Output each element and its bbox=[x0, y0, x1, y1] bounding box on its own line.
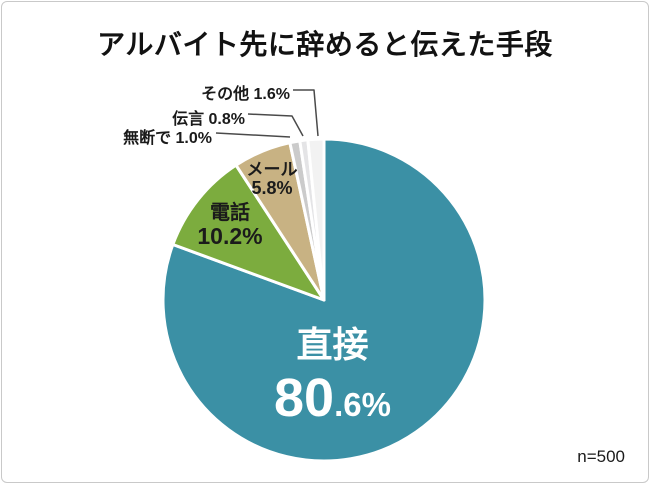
callout-label-mudan: 無断で 1.0% bbox=[123, 130, 212, 147]
leader-lines bbox=[215, 89, 319, 138]
slice-label-denwa-name: 電話 bbox=[210, 202, 250, 224]
slice-label-chokusetsu-pct: 80.6% bbox=[240, 370, 425, 433]
pie-slice-sonota bbox=[306, 137, 326, 302]
leader-line-mudan bbox=[215, 132, 291, 138]
callout-label-sonota: その他 1.6% bbox=[201, 86, 290, 103]
slice-label-chokusetsu-pct-big: 80 bbox=[274, 368, 335, 428]
slice-label-chokusetsu-name: 直接 bbox=[296, 324, 369, 365]
leader-line-dengon bbox=[247, 113, 304, 137]
leader-line-sonota bbox=[293, 89, 319, 137]
pie-slices bbox=[161, 137, 487, 463]
slice-label-chokusetsu-pct-small: .6% bbox=[334, 386, 391, 423]
slice-label-denwa-pct: 10.2% bbox=[197, 223, 263, 249]
pie-slice-denwa bbox=[171, 163, 326, 302]
slice-label-chokusetsu: 直接 80.6% bbox=[240, 324, 425, 433]
callout-label-dengon: 伝言 0.8% bbox=[172, 111, 245, 128]
slice-label-mail-name: メール bbox=[246, 160, 298, 179]
slice-label-denwa: 電話 10.2% bbox=[188, 202, 272, 248]
slice-label-mail-pct: 5.8% bbox=[251, 178, 293, 198]
sample-size-label: n=500 bbox=[577, 447, 625, 466]
chart-title: アルバイト先に辞めると伝えた手段 bbox=[97, 29, 553, 60]
slice-label-mail: メール 5.8% bbox=[234, 160, 310, 198]
